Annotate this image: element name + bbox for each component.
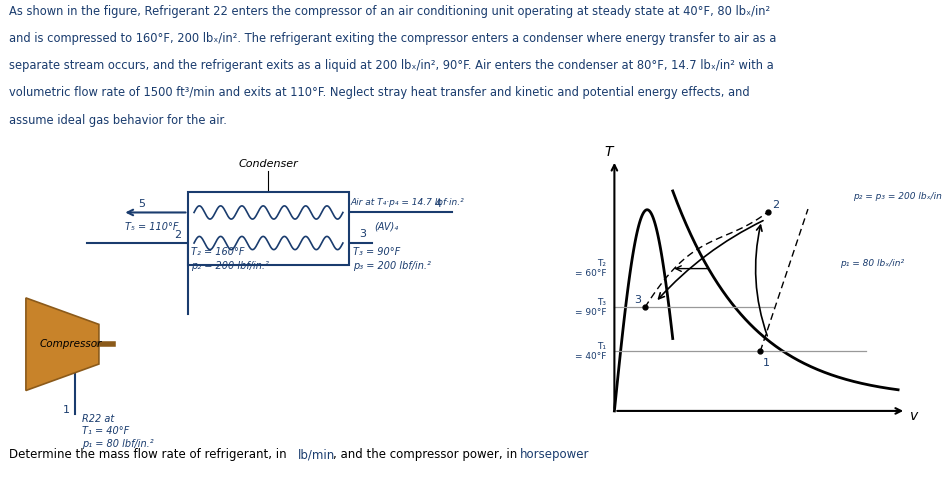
Text: T₂
= 60°F: T₂ = 60°F <box>575 259 607 278</box>
Text: T₃ = 90°F: T₃ = 90°F <box>353 247 400 257</box>
Text: p₃ = 200 lbf/in.²: p₃ = 200 lbf/in.² <box>353 261 431 271</box>
Text: T₂ = 160°F: T₂ = 160°F <box>190 247 244 257</box>
Text: 2: 2 <box>174 230 181 240</box>
Text: , and the compressor power, in: , and the compressor power, in <box>333 448 522 461</box>
Text: Condenser: Condenser <box>238 159 299 169</box>
Text: (AV)₄: (AV)₄ <box>374 222 398 232</box>
Text: p₁ = 80 lbₓ/in²: p₁ = 80 lbₓ/in² <box>839 259 904 268</box>
Text: T₃
= 90°F: T₃ = 90°F <box>575 298 607 317</box>
Text: lb/min: lb/min <box>298 448 334 461</box>
Text: T₅ = 110°F: T₅ = 110°F <box>124 222 178 232</box>
Text: 3: 3 <box>634 295 641 305</box>
Text: T₁
= 40°F: T₁ = 40°F <box>575 342 607 361</box>
Text: 4: 4 <box>434 199 442 208</box>
Text: 1: 1 <box>763 358 770 368</box>
Text: T₁ = 40°F: T₁ = 40°F <box>83 426 130 436</box>
Text: p₂ = 200 lbf/in.²: p₂ = 200 lbf/in.² <box>190 261 268 271</box>
Text: Compressor: Compressor <box>40 339 103 349</box>
Text: 1: 1 <box>63 405 70 415</box>
Text: T: T <box>605 145 613 159</box>
Text: p₂ = p₃ = 200 lbₓ/in²: p₂ = p₃ = 200 lbₓ/in² <box>853 192 942 201</box>
Text: separate stream occurs, and the refrigerant exits as a liquid at 200 lbₓ/in², 90: separate stream occurs, and the refriger… <box>9 59 774 72</box>
Polygon shape <box>26 298 99 391</box>
Text: assume ideal gas behavior for the air.: assume ideal gas behavior for the air. <box>9 114 227 127</box>
Bar <box>188 192 349 265</box>
Text: Determine the mass flow rate of refrigerant, in: Determine the mass flow rate of refriger… <box>9 448 291 461</box>
Text: 5: 5 <box>138 199 145 208</box>
Text: .: . <box>579 448 583 461</box>
Text: 3: 3 <box>359 229 366 239</box>
Text: Air at T₄·p₄ = 14.7 lbf·in.²: Air at T₄·p₄ = 14.7 lbf·in.² <box>350 198 464 206</box>
Text: 2: 2 <box>772 200 779 210</box>
Text: horsepower: horsepower <box>519 448 589 461</box>
Text: volumetric flow rate of 1500 ft³/min and exits at 110°F. Neglect stray heat tran: volumetric flow rate of 1500 ft³/min and… <box>9 86 750 99</box>
Text: and is compressed to 160°F, 200 lbₓ/in². The refrigerant exiting the compressor : and is compressed to 160°F, 200 lbₓ/in².… <box>9 32 777 45</box>
Text: p₁ = 80 lbf/in.²: p₁ = 80 lbf/in.² <box>83 439 154 449</box>
Text: As shown in the figure, Refrigerant 22 enters the compressor of an air condition: As shown in the figure, Refrigerant 22 e… <box>9 5 771 18</box>
Text: v: v <box>910 409 918 423</box>
Text: R22 at: R22 at <box>83 414 115 424</box>
